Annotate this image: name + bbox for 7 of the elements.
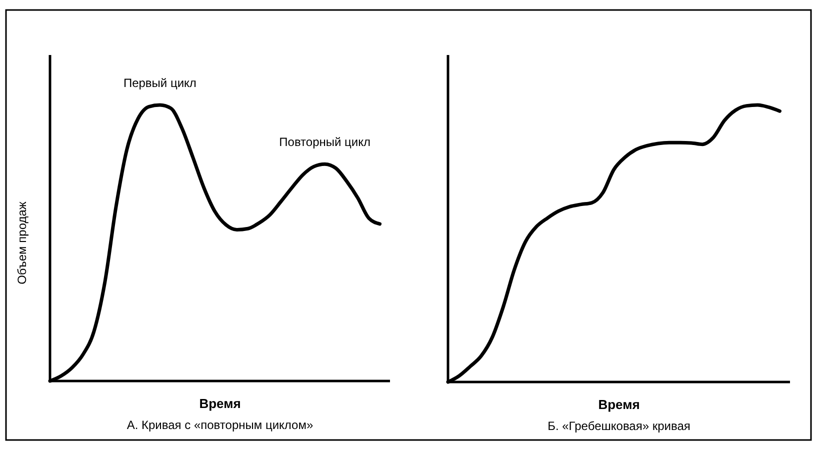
annotation: Первый цикл: [123, 76, 196, 90]
x-axis-title: Время: [199, 396, 241, 411]
text: Б. «Гребешковая» кривая: [548, 419, 690, 433]
x-axis-title: Время: [598, 397, 640, 412]
y-axis-title: Объем продаж: [15, 202, 29, 284]
annotation: Повторный цикл: [279, 135, 371, 150]
text: А. Кривая с «повторным циклом»: [126, 418, 314, 432]
